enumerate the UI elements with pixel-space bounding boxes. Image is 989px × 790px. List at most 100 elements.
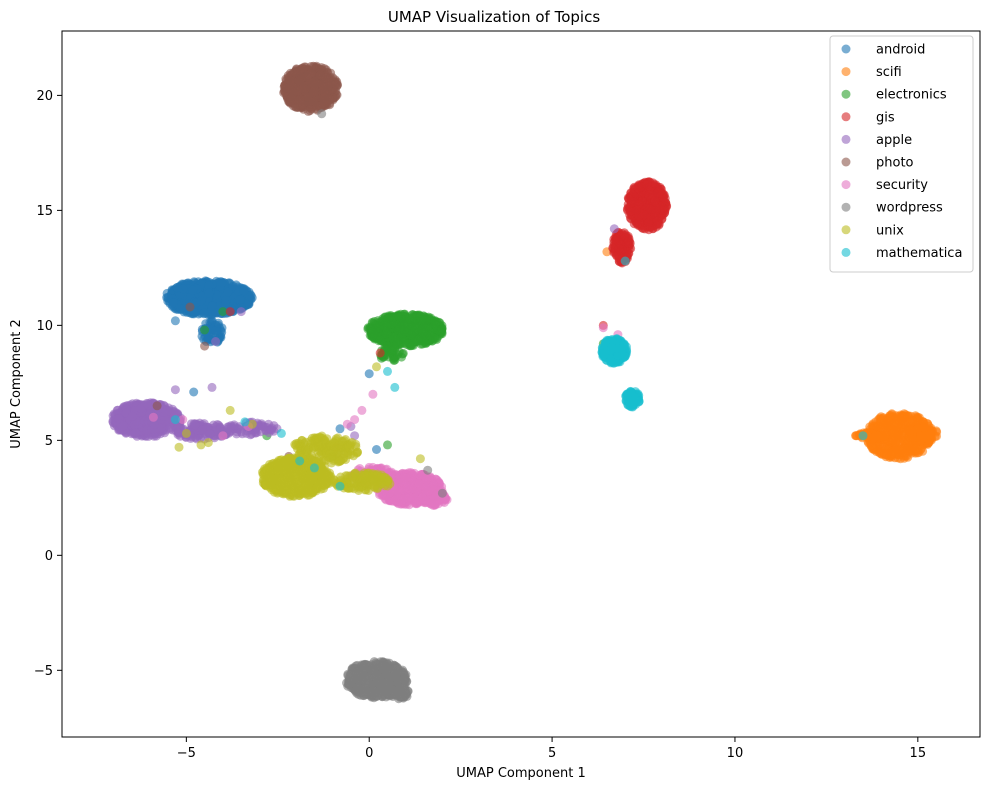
point-android xyxy=(196,296,206,306)
point-photo xyxy=(306,62,316,71)
chart-title: UMAP Visualization of Topics xyxy=(388,8,600,26)
point-scifi xyxy=(926,423,936,433)
point-gis xyxy=(629,197,639,207)
point-apple xyxy=(257,421,267,430)
point-photo xyxy=(303,92,313,102)
point-wordpress xyxy=(347,669,356,679)
series-wordpress xyxy=(317,109,447,704)
point-wordpress xyxy=(437,488,447,498)
point-apple xyxy=(197,425,207,435)
point-apple xyxy=(207,382,217,392)
point-apple xyxy=(112,405,122,415)
point-photo xyxy=(285,76,295,86)
series-gis xyxy=(225,177,672,452)
point-photo xyxy=(302,72,312,82)
point-security xyxy=(598,323,608,333)
point-scifi xyxy=(851,431,861,441)
point-apple xyxy=(173,428,183,438)
point-apple xyxy=(170,385,180,395)
series-photo xyxy=(152,61,342,461)
point-apple xyxy=(236,427,246,437)
point-scifi xyxy=(891,448,901,458)
point-android xyxy=(213,318,223,328)
point-gis xyxy=(652,188,662,198)
point-apple xyxy=(223,424,233,434)
point-security xyxy=(357,405,367,415)
point-wordpress xyxy=(423,465,433,475)
point-android xyxy=(247,293,257,303)
point-security xyxy=(178,415,188,425)
point-android xyxy=(211,308,221,318)
point-security xyxy=(403,493,413,503)
point-android xyxy=(203,334,213,343)
point-scifi xyxy=(913,424,923,433)
point-electronics xyxy=(405,314,414,324)
point-photo xyxy=(331,79,341,89)
point-photo xyxy=(315,70,325,80)
point-wordpress xyxy=(378,679,388,689)
point-gis xyxy=(642,180,652,190)
point-photo xyxy=(185,302,195,312)
point-security xyxy=(402,483,412,493)
point-electronics xyxy=(430,320,440,329)
point-gis xyxy=(225,307,235,317)
point-android xyxy=(188,285,198,295)
series-security xyxy=(148,323,623,510)
point-wordpress xyxy=(388,672,398,682)
point-android xyxy=(235,295,245,305)
point-wordpress xyxy=(383,663,393,673)
point-android xyxy=(223,287,233,297)
point-photo xyxy=(298,100,308,110)
point-gis xyxy=(375,348,385,358)
point-apple xyxy=(121,428,131,438)
point-android xyxy=(372,445,381,454)
point-scifi xyxy=(897,413,907,423)
point-electronics xyxy=(382,326,392,335)
point-security xyxy=(421,475,431,485)
point-android xyxy=(199,308,209,318)
point-android xyxy=(228,281,238,291)
point-apple xyxy=(236,307,246,317)
point-scifi xyxy=(911,443,921,453)
point-security xyxy=(421,496,431,506)
point-electronics xyxy=(416,315,426,325)
point-security xyxy=(406,468,416,478)
point-scifi xyxy=(882,450,892,460)
point-electronics xyxy=(365,324,375,334)
point-security xyxy=(393,487,403,497)
series-apple xyxy=(108,224,619,444)
point-apple xyxy=(149,419,159,429)
point-gis xyxy=(614,244,624,253)
point-gis xyxy=(632,205,641,215)
point-electronics xyxy=(382,319,392,329)
point-electronics xyxy=(388,345,398,355)
point-photo xyxy=(325,94,335,104)
point-android xyxy=(204,281,214,290)
point-apple xyxy=(190,420,200,430)
point-security xyxy=(415,479,425,489)
point-gis xyxy=(608,243,618,253)
point-photo xyxy=(310,80,319,90)
point-security xyxy=(430,500,440,510)
point-wordpress xyxy=(401,689,411,699)
point-apple xyxy=(609,224,619,234)
point-scifi xyxy=(932,431,941,441)
point-apple xyxy=(229,420,239,430)
point-wordpress xyxy=(358,663,368,673)
point-android xyxy=(169,298,178,308)
point-photo xyxy=(286,93,296,103)
point-wordpress xyxy=(361,690,371,700)
point-electronics xyxy=(398,319,408,329)
point-gis xyxy=(650,196,660,206)
point-apple xyxy=(128,411,137,421)
point-wordpress xyxy=(393,663,403,673)
point-scifi xyxy=(896,423,906,433)
point-android xyxy=(239,286,249,296)
point-electronics xyxy=(398,348,408,358)
point-apple xyxy=(205,429,215,439)
point-electronics xyxy=(425,330,435,340)
point-wordpress xyxy=(390,690,400,700)
scatter-points xyxy=(108,61,942,704)
point-android xyxy=(335,424,345,434)
